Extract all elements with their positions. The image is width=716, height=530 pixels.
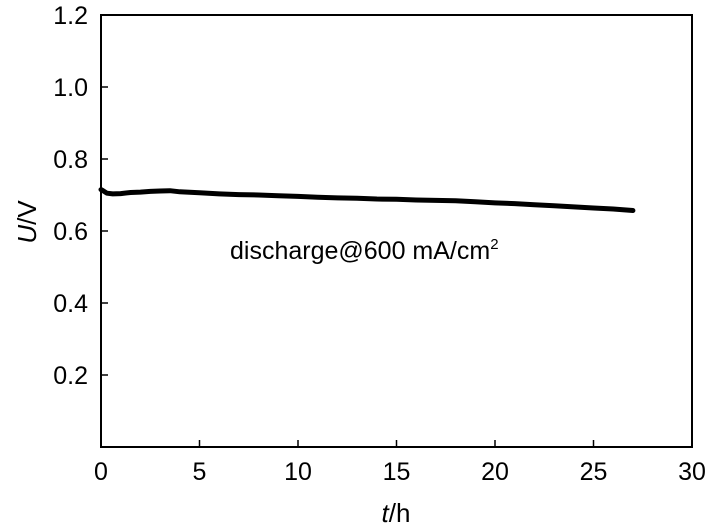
x-axis-label: t/h xyxy=(382,498,411,528)
x-tick-label-1: 5 xyxy=(193,458,207,486)
y-tick-label-2: 0.6 xyxy=(53,218,88,246)
ticks xyxy=(100,14,693,447)
series-line-voltage xyxy=(98,187,636,213)
plot-frame xyxy=(100,14,693,448)
x-axis-label-symbol: t xyxy=(382,498,391,528)
y-tick-label-4: 1.0 xyxy=(53,74,88,102)
x-tick-label-6: 30 xyxy=(678,458,706,486)
x-tick-label-5: 25 xyxy=(580,458,608,486)
x-tick-label-3: 15 xyxy=(383,458,411,486)
annotation: discharge@600 mA/cm2 xyxy=(230,236,499,265)
y-axis-label-symbol: U xyxy=(12,225,42,244)
x-tick-label-4: 20 xyxy=(481,458,509,486)
tick-labels: 0 5 10 15 20 25 30 0.2 0.4 0.6 0.8 1.0 1.2 xyxy=(53,2,706,486)
y-axis-label: U/V xyxy=(12,200,42,244)
annotation-superscript: 2 xyxy=(490,236,498,253)
annotation-main: discharge@600 mA/cm xyxy=(230,237,490,265)
y-tick-label-0: 0.2 xyxy=(53,362,88,390)
y-tick-label-1: 0.4 xyxy=(53,290,88,318)
x-axis-label-unit: /h xyxy=(389,498,411,528)
x-tick-label-0: 0 xyxy=(94,458,108,486)
y-tick-label-5: 1.2 xyxy=(53,2,88,30)
y-axis-label-unit: /V xyxy=(12,200,42,225)
x-tick-label-2: 10 xyxy=(284,458,312,486)
y-tick-label-3: 0.8 xyxy=(53,146,88,174)
